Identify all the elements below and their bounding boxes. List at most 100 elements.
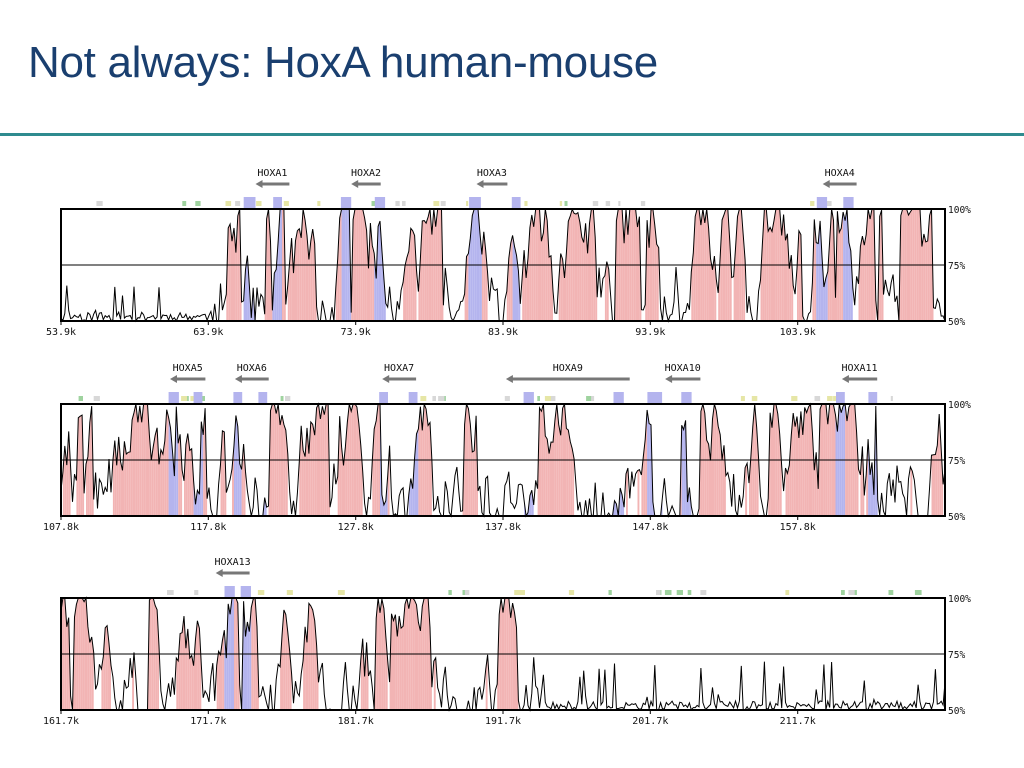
conservation-fill xyxy=(835,415,838,516)
conservation-fill xyxy=(410,228,413,321)
conservation-fill xyxy=(787,465,790,516)
conservation-fill xyxy=(806,406,809,516)
y-tick-label: 75% xyxy=(948,456,965,467)
gene-exon xyxy=(816,197,828,208)
conservation-fill xyxy=(228,603,231,710)
annotation-mark xyxy=(182,201,187,206)
conservation-fill xyxy=(756,427,759,516)
annotation-mark xyxy=(261,590,265,595)
conservation-fill xyxy=(66,431,69,516)
conservation-fill xyxy=(804,407,807,516)
annotation-mark xyxy=(890,396,893,401)
conservation-fill xyxy=(245,622,248,710)
annotation-mark xyxy=(337,590,345,595)
x-tick-label: 127.8k xyxy=(338,522,374,533)
conservation-fill xyxy=(276,240,279,321)
conservation-fill xyxy=(185,433,188,516)
conservation-fill xyxy=(787,233,790,321)
annotation-mark xyxy=(201,396,205,401)
conservation-fill xyxy=(770,412,772,516)
conservation-fill xyxy=(160,449,163,516)
conservation-fill xyxy=(381,250,384,321)
conservation-fill xyxy=(422,220,425,321)
conservation-fill xyxy=(626,468,628,516)
annotation-mark xyxy=(167,590,174,595)
conservation-fill xyxy=(558,424,561,516)
conservation-fill xyxy=(512,235,515,321)
annotation-mark xyxy=(559,201,563,206)
conservation-fill xyxy=(91,637,94,710)
conservation-fill xyxy=(430,422,432,516)
panel-1: 100% 75% 50% 53.9k 63.9k 73.9k 83.9k 93.9k 103.9… xyxy=(46,168,971,338)
conservation-fill xyxy=(791,255,794,321)
conservation-fill xyxy=(706,440,709,516)
conservation-fill xyxy=(103,627,106,710)
gene-arrowhead xyxy=(234,375,242,383)
conservation-fill xyxy=(549,255,551,321)
conservation-fill xyxy=(570,441,573,516)
gene-exon xyxy=(408,392,418,403)
annotation-mark xyxy=(181,396,188,401)
annotation-mark xyxy=(395,201,400,206)
conservation-fill xyxy=(381,599,384,710)
conservation-fill xyxy=(364,217,367,321)
annotation-mark xyxy=(93,396,100,401)
conservation-fill xyxy=(414,600,417,710)
conservation-fill xyxy=(574,213,576,321)
conservation-fill xyxy=(649,423,651,516)
conservation-fill xyxy=(372,245,375,321)
conservation-fill xyxy=(466,253,469,321)
slide-title: Not always: HoxA human-mouse xyxy=(28,38,658,87)
conservation-fill xyxy=(120,461,123,516)
conservation-fill xyxy=(241,444,244,516)
conservation-fill xyxy=(564,252,567,321)
gene-arrowhead xyxy=(665,375,673,383)
annotation-mark xyxy=(827,396,833,401)
annotation-mark xyxy=(537,396,540,401)
conservation-fill xyxy=(798,230,801,321)
conservation-fill xyxy=(514,246,517,321)
annotation-mark xyxy=(519,590,525,595)
y-tick-label: 50% xyxy=(948,317,965,328)
annotation-mark xyxy=(462,590,467,595)
conservation-fill xyxy=(910,466,913,516)
gene-exon xyxy=(379,392,388,403)
annotation-mark xyxy=(564,201,568,206)
conservation-fill xyxy=(116,436,119,516)
x-tick-label: 161.7k xyxy=(43,716,79,727)
conservation-fill xyxy=(191,448,194,516)
conservation-fill xyxy=(647,410,650,516)
conservation-fill xyxy=(860,236,863,321)
x-tick-label: 201.7k xyxy=(632,716,668,727)
gene-exon xyxy=(613,392,624,403)
conservation-fill xyxy=(303,626,306,710)
conservation-fill xyxy=(303,450,306,516)
y-tick-label: 100% xyxy=(948,400,971,411)
conservation-fill xyxy=(576,212,578,321)
conservation-fill xyxy=(791,413,794,516)
annotation-mark xyxy=(810,201,815,206)
conservation-fill xyxy=(412,230,415,321)
conservation-fill xyxy=(107,625,109,710)
conservation-fill xyxy=(827,240,830,321)
conservation-fill xyxy=(224,630,227,710)
x-tick-label: 93.9k xyxy=(635,327,665,338)
conservation-fill xyxy=(86,456,88,516)
gene-exon xyxy=(258,392,268,403)
conservation-fill xyxy=(864,234,867,321)
x-tick-label: 211.7k xyxy=(780,716,816,727)
conservation-fill xyxy=(516,255,519,321)
conservation-fill xyxy=(153,435,156,516)
conservation-fill xyxy=(749,456,751,516)
annotation-mark xyxy=(280,396,284,401)
conservation-fill xyxy=(820,220,822,321)
conservation-fill xyxy=(235,215,238,321)
conservation-fill xyxy=(293,240,296,321)
conservation-fill xyxy=(558,253,561,321)
conservation-fill xyxy=(722,445,724,516)
conservation-fill xyxy=(724,445,726,516)
conservation-fill xyxy=(514,612,517,710)
conservation-fill xyxy=(812,432,815,516)
annotation-mark xyxy=(504,396,510,401)
y-tick-label: 100% xyxy=(948,205,971,216)
